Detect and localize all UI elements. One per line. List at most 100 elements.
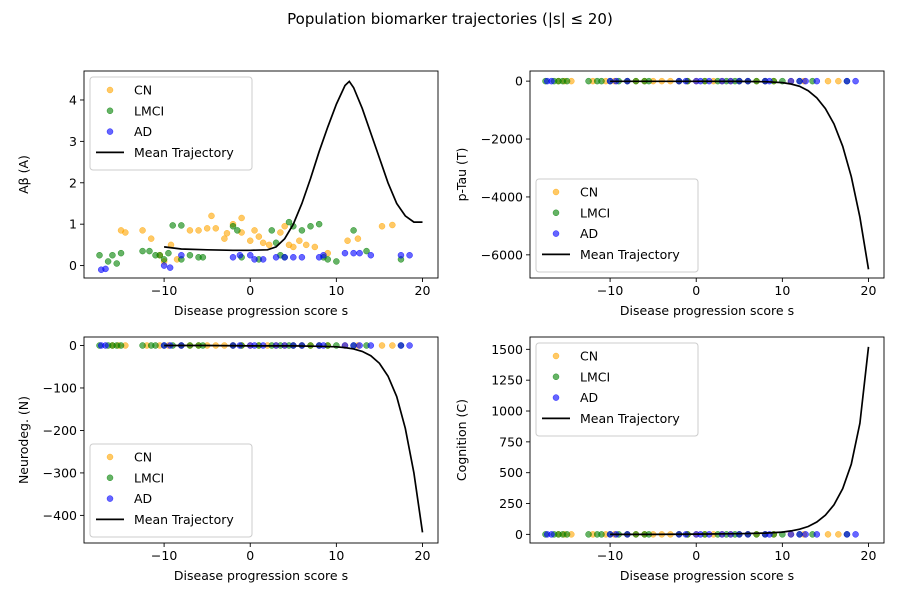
y-tick-label: 4: [69, 92, 77, 107]
mean-trajectory-line: [164, 344, 424, 533]
data-point-cn: [824, 531, 832, 538]
data-point-ad: [246, 251, 254, 259]
data-point-ad: [852, 531, 859, 538]
data-point-cn: [311, 243, 319, 251]
data-point-cn: [195, 227, 202, 234]
data-point-cn: [238, 214, 245, 222]
figure-title: Population biomarker trajectories (|s| ≤…: [287, 10, 613, 28]
legend-marker-lmci: [106, 107, 114, 115]
data-point-ad: [406, 251, 413, 259]
data-point-cn: [147, 235, 155, 242]
data-point-cn: [251, 227, 258, 234]
legend: CN LMCI AD Mean Trajectory: [89, 76, 253, 171]
legend: CN LMCI AD Mean Trajectory: [89, 443, 253, 538]
legend-label: Mean Trajectory: [580, 411, 680, 426]
data-point-ad: [350, 342, 357, 349]
data-point-ad: [259, 256, 267, 263]
data-point-cn: [139, 227, 146, 234]
legend-box: [89, 76, 253, 171]
data-point-lmci: [96, 251, 103, 259]
data-point-lmci: [315, 220, 323, 228]
y-tick-label: 2: [69, 175, 77, 190]
data-point-cn: [290, 243, 297, 251]
axes-frame: [529, 70, 885, 279]
data-point-cn: [824, 77, 832, 85]
data-point-ad: [406, 342, 413, 349]
data-point-lmci: [165, 249, 172, 257]
data-point-ad: [813, 77, 821, 85]
x-tick-label: 0: [246, 283, 254, 298]
data-point-cn: [221, 235, 228, 242]
legend: CN LMCI AD Mean Trajectory: [535, 178, 699, 273]
scatter-points: [542, 77, 859, 85]
legend-label: Mean Trajectory: [580, 247, 680, 262]
legend-label: AD: [134, 491, 152, 506]
data-point-lmci: [146, 247, 153, 255]
legend-label: CN: [580, 349, 598, 364]
legend-marker-cn: [552, 188, 560, 196]
data-point-ad: [290, 254, 297, 261]
legend-marker-cn: [552, 352, 560, 360]
data-point-lmci: [229, 223, 237, 230]
data-point-lmci: [152, 342, 159, 349]
x-tick-label: 0: [246, 548, 254, 563]
data-point-cn: [389, 221, 396, 229]
x-tick-label: 10: [328, 283, 344, 298]
legend-marker-ad: [552, 394, 560, 401]
data-point-cn: [212, 225, 220, 232]
data-point-lmci: [113, 260, 120, 267]
data-point-ad: [802, 531, 809, 538]
data-point-ad: [341, 249, 349, 257]
data-point-cn: [277, 229, 284, 236]
legend-marker-ad: [106, 128, 114, 135]
data-point-lmci: [324, 256, 332, 263]
x-tick-label: 0: [692, 283, 700, 298]
data-point-ad: [102, 342, 109, 349]
data-point-cn: [835, 531, 842, 538]
y-tick-label: 0: [69, 338, 77, 353]
data-point-lmci: [156, 251, 164, 259]
data-point-cn: [281, 223, 288, 230]
data-point-ad: [350, 249, 357, 257]
data-point-ad: [178, 251, 185, 259]
legend-marker-cn: [106, 453, 114, 461]
legend-box: [535, 342, 699, 437]
x-axis-label: Disease progression score s: [620, 303, 794, 318]
data-point-ad: [367, 251, 375, 259]
y-axis-label: p-Tau (T): [454, 148, 469, 202]
data-point-cn: [255, 233, 263, 240]
y-tick-label: 750: [499, 434, 523, 449]
y-tick-label: −6000: [481, 247, 523, 262]
data-point-ad: [796, 77, 803, 85]
legend-marker-ad: [106, 495, 114, 502]
y-tick-label: 1: [69, 217, 77, 232]
x-axis-label: Disease progression score s: [174, 303, 348, 318]
data-point-lmci: [598, 77, 605, 85]
data-point-lmci: [109, 251, 116, 259]
legend-box: [89, 443, 253, 538]
data-point-lmci: [117, 342, 125, 349]
y-tick-label: 3: [69, 134, 77, 149]
chart-panel-top-right: −10 0 10 20 0 −2000 −4000 −6000 Disease progress…: [454, 70, 885, 318]
legend-label: AD: [134, 124, 152, 139]
y-tick-label: 0: [515, 527, 523, 542]
x-tick-label: −10: [151, 283, 177, 298]
x-tick-label: −10: [597, 283, 623, 298]
data-point-lmci: [139, 247, 146, 255]
x-tick-label: 20: [861, 548, 877, 563]
data-point-ad: [166, 264, 174, 271]
data-point-ad: [298, 254, 306, 261]
data-point-ad: [548, 77, 555, 85]
y-tick-label: −4000: [481, 189, 523, 204]
data-point-ad: [236, 251, 244, 259]
data-point-lmci: [139, 342, 146, 349]
y-tick-label: 250: [499, 496, 523, 511]
y-axis-label: Neurodeg. (N): [16, 396, 31, 484]
legend-marker-lmci: [552, 209, 560, 217]
data-point-ad: [367, 342, 375, 349]
data-point-ad: [843, 77, 851, 85]
data-point-lmci: [563, 77, 571, 85]
legend-marker-ad: [552, 230, 560, 237]
x-tick-label: −10: [597, 548, 623, 563]
